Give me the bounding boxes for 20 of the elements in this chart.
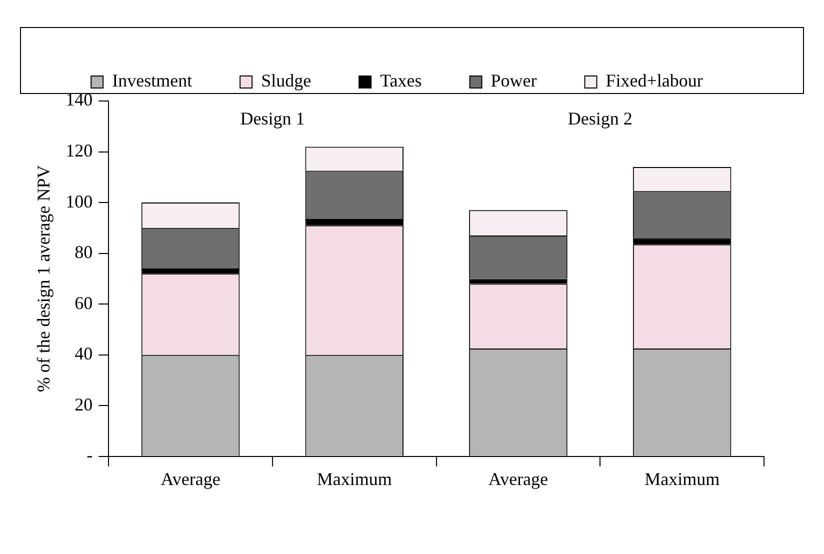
legend-label: Sludge	[261, 70, 312, 91]
y-tick-label: 100	[66, 191, 93, 212]
y-tick-label: 60	[74, 292, 93, 313]
legend-label: Taxes	[380, 70, 422, 91]
y-axis-title: % of the design 1 average NPV	[34, 165, 54, 392]
y-tick-label: 140	[66, 90, 93, 110]
y-tick-label: 20	[74, 394, 93, 414]
y-tick-label: -	[86, 445, 93, 466]
y-tick-label: 40	[74, 344, 93, 364]
y-tick-label: 120	[66, 140, 93, 161]
x-tick-label: Average	[488, 468, 548, 489]
annotation: Design 2	[568, 108, 632, 129]
y-tick-label: 80	[74, 242, 93, 262]
annotation: Design 1	[240, 108, 305, 129]
legend-label: Fixed+labour	[606, 70, 703, 91]
legend-label: Power	[490, 70, 537, 91]
x-tick-label: Maximum	[644, 468, 720, 489]
x-tick-label: Average	[160, 468, 220, 489]
x-tick-label: Maximum	[316, 468, 392, 489]
legend-label: Investment	[112, 70, 192, 91]
